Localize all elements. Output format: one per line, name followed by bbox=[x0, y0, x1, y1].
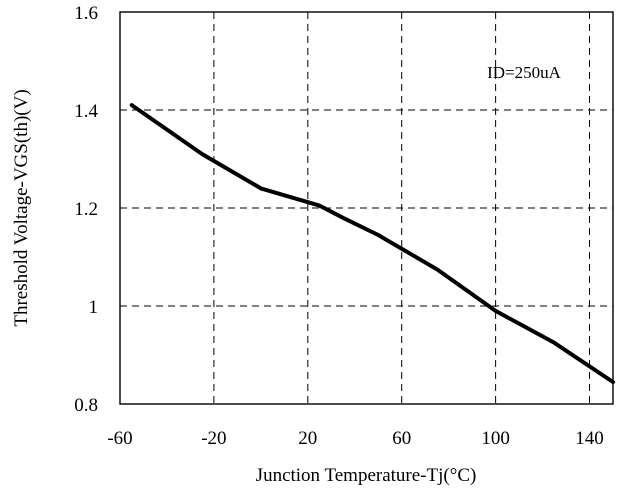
x-tick-label: 140 bbox=[575, 428, 604, 449]
grid bbox=[120, 12, 613, 404]
y-tick-label: 0.8 bbox=[74, 395, 98, 416]
test-condition-annotation: ID=250uA bbox=[487, 63, 562, 82]
x-tick-label: 100 bbox=[481, 428, 510, 449]
series-group bbox=[129, 103, 615, 384]
y-tick-label: 1.4 bbox=[74, 101, 98, 122]
y-tick-labels: 0.8 1 1.2 1.4 1.6 bbox=[74, 3, 98, 416]
y-tick-label: 1.6 bbox=[74, 3, 98, 24]
x-tick-label: 20 bbox=[298, 428, 317, 449]
y-tick-label: 1.2 bbox=[74, 199, 98, 220]
x-tick-labels: -60 -20 20 60 100 140 bbox=[107, 428, 603, 449]
x-tick-label: 60 bbox=[392, 428, 411, 449]
x-tick-label: -60 bbox=[107, 428, 132, 449]
y-tick-label: 1 bbox=[89, 297, 99, 318]
plot-frame bbox=[119, 11, 614, 405]
x-tick-label: -20 bbox=[201, 428, 226, 449]
y-axis-label: Threshold Voltage-VGS(th)(V) bbox=[11, 89, 32, 326]
x-axis-label: Junction Temperature-Tj(°C) bbox=[256, 465, 477, 486]
series-line bbox=[129, 103, 615, 384]
